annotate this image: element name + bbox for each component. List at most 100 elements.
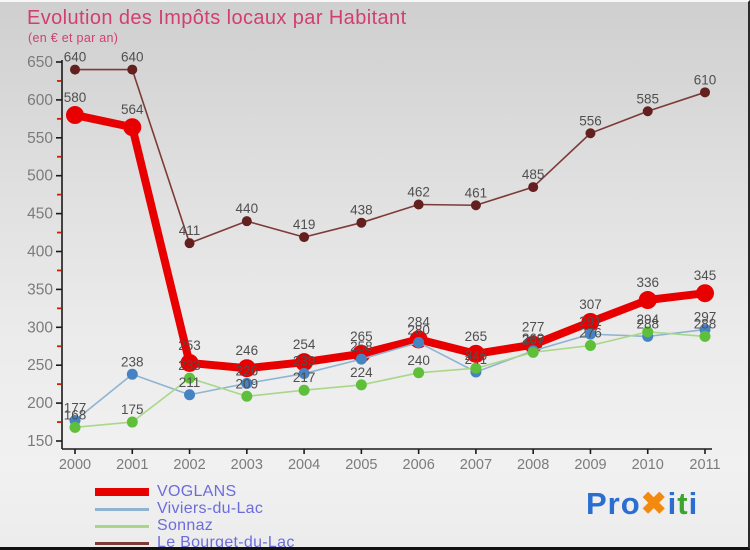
value-label: 419 [293,217,316,232]
data-point [241,390,253,402]
data-point [413,367,425,379]
data-point [184,372,196,384]
logo-letter-i2: i [688,486,699,521]
value-label: 246 [465,348,488,363]
value-label: 175 [121,402,144,417]
y-tick-label: 350 [27,281,53,298]
value-label: 246 [236,343,259,358]
value-label: 640 [121,50,144,65]
value-label: 288 [636,316,659,331]
legend-label-le-bourget-du-lac: Le Bourget-du-Lac [157,534,295,550]
x-tick-label: 2005 [345,457,377,473]
value-label: 277 [522,320,545,335]
x-tick-label: 2004 [288,457,320,473]
value-label: 411 [179,223,201,238]
legend-label-voglans: VOGLANS [157,483,237,500]
data-point [700,87,710,98]
value-label: 253 [178,338,201,353]
data-point [699,330,711,342]
value-label: 276 [579,325,602,340]
data-point [356,217,367,228]
value-label: 345 [694,268,717,283]
x-tick-label: 2006 [403,457,435,473]
page-subtitle: (en € et par an) [28,31,119,45]
value-label: 440 [236,201,259,216]
value-label: 556 [579,113,602,128]
logo-letter-i1: i [667,486,678,521]
data-point [584,339,596,351]
data-point [355,353,367,365]
y-tick-label: 450 [27,206,53,223]
x-tick-label: 2008 [517,457,549,473]
value-label: 241 [465,352,488,367]
data-point [241,216,252,227]
value-label: 239 [293,354,316,369]
data-point [184,389,196,401]
value-label: 209 [236,376,259,391]
value-label: 265 [350,329,373,344]
value-label: 291 [579,314,602,329]
y-tick-label: 150 [27,433,53,450]
page-title: Evolution des Impôts locaux par Habitant [27,7,407,29]
y-tick-label: 650 [27,54,53,71]
x-tick-label: 2001 [116,457,148,473]
legend: VOGLANS Viviers-du-Lac Sonnaz Le Bourget… [95,484,295,550]
value-label: 233 [178,358,201,373]
proxiti-logo: Pro✖iti [586,486,698,522]
value-label: 564 [121,102,144,117]
legend-item-le-bourget-du-lac: Le Bourget-du-Lac [95,534,295,550]
value-label: 461 [465,185,488,200]
data-point [127,64,138,75]
value-label: 462 [407,185,430,200]
data-point [295,353,314,372]
data-point [470,200,481,211]
series-line-viviers-du-lac [74,328,706,422]
logo-letter-x: ✖ [640,486,668,521]
value-label: 258 [350,339,373,354]
data-point [299,232,310,243]
data-point [696,284,714,303]
data-point [69,421,81,433]
data-point [584,328,596,340]
y-tick-label: 600 [27,92,53,109]
value-label: 284 [407,314,430,329]
y-tick-label: 550 [27,130,53,147]
value-label: 177 [64,401,87,416]
value-label: 211 [179,375,201,390]
value-label: 238 [121,354,144,369]
data-point [642,106,653,117]
value-label: 307 [579,297,602,312]
legend-item-voglans: VOGLANS [95,484,295,500]
data-point [237,359,256,378]
value-label: 336 [636,275,659,290]
data-point [638,291,657,310]
value-label: 438 [350,203,373,218]
x-tick-label: 2000 [59,457,91,473]
y-tick-label: 300 [27,319,53,336]
value-label: 297 [694,310,717,325]
y-tick-label: 250 [27,357,53,374]
data-point [70,64,80,75]
x-tick-label: 2009 [574,457,606,473]
series-line-sonnaz [74,331,706,429]
x-tick-label: 2007 [460,457,492,473]
logo-letter-pro: Pro [586,486,641,521]
data-point [126,416,138,428]
data-point [413,336,425,348]
data-point [470,362,482,374]
value-label: 240 [407,353,430,368]
data-point [126,368,138,380]
x-tick-label: 2011 [689,457,720,473]
y-tick-label: 400 [27,244,53,261]
legend-item-viviers-du-lac: Viviers-du-Lac [95,501,295,517]
legend-item-sonnaz: Sonnaz [95,518,295,534]
data-point [66,106,84,125]
data-point [642,326,654,338]
value-label: 610 [694,72,717,87]
value-label: 585 [636,91,659,106]
x-tick-label: 2010 [632,457,664,473]
series-line-voglans [71,111,709,373]
data-point [581,312,600,331]
